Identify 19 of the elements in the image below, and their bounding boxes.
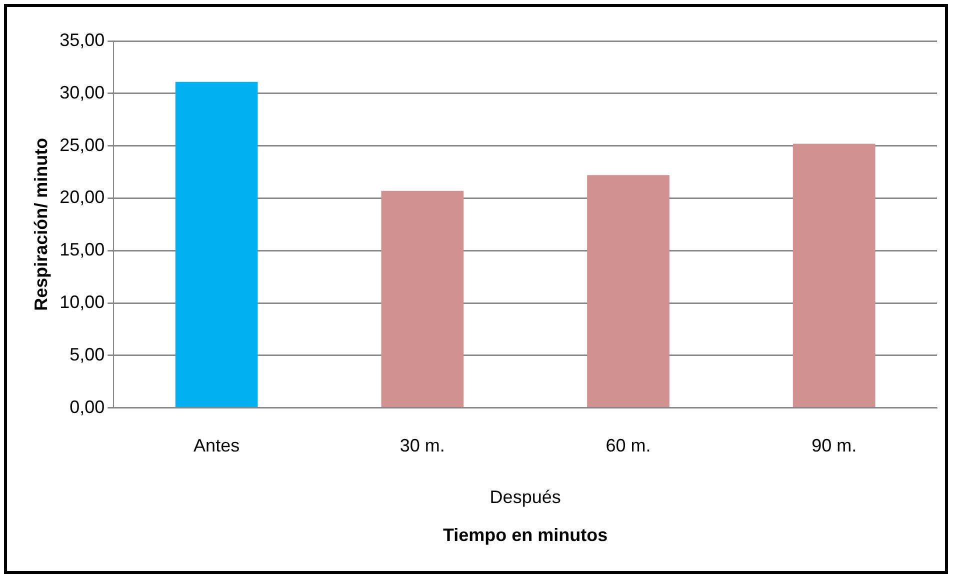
bar xyxy=(381,190,464,408)
y-tick-label: 15,00 xyxy=(60,240,105,260)
x-axis-title: Tiempo en minutos xyxy=(442,525,608,546)
y-tick-label: 30,00 xyxy=(60,82,105,102)
x-tick-label: 90 m. xyxy=(812,436,857,456)
y-tick-label: 5,00 xyxy=(70,344,105,364)
bar xyxy=(792,144,876,408)
y-tick-label: 10,00 xyxy=(60,292,105,312)
y-tick-label: 0,00 xyxy=(70,396,105,417)
bar xyxy=(175,82,258,408)
y-axis-title: Respiración/ minuto xyxy=(30,138,51,311)
y-tick-label: 25,00 xyxy=(60,134,105,155)
y-tick-label: 35,00 xyxy=(60,30,105,50)
x-tick-label: Antes xyxy=(194,436,240,456)
y-tick-label: 20,00 xyxy=(60,187,105,208)
bar xyxy=(587,175,670,408)
x-tick-label: 30 m. xyxy=(400,436,445,456)
text: Después xyxy=(490,486,561,507)
x-tick-label: 60 m. xyxy=(606,436,651,456)
